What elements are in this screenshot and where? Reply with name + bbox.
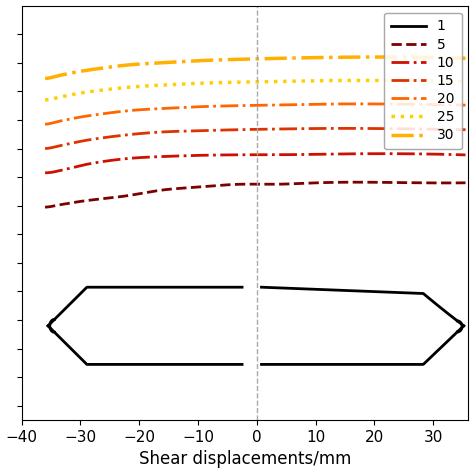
X-axis label: Shear displacements/mm: Shear displacements/mm <box>139 450 351 468</box>
Legend: 1, 5, 10, 15, 20, 25, 30: 1, 5, 10, 15, 20, 25, 30 <box>384 12 462 149</box>
